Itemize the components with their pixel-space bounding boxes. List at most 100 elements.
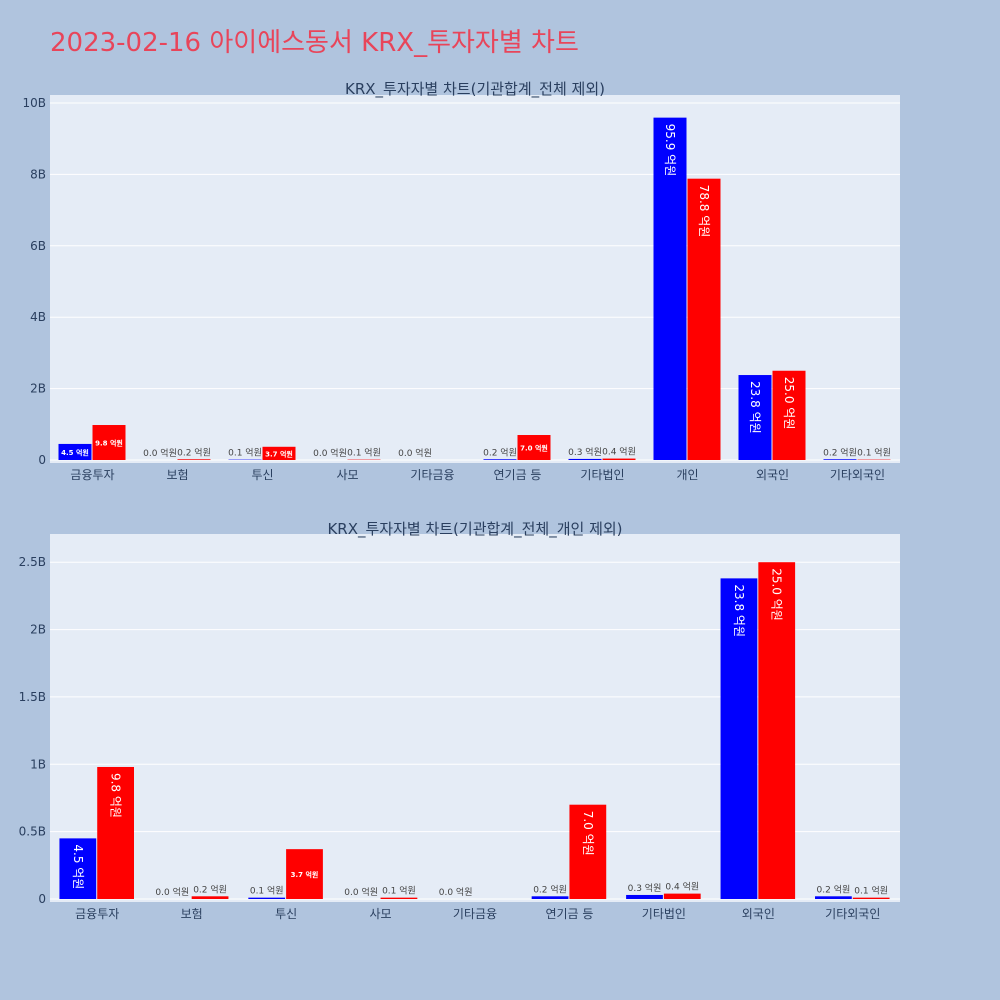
chart-svg: KRX_투자자별 차트(기관합계_전체_개인 제외) 0 0.5B 1B 1.5B 2B 2… bbox=[19, 520, 900, 921]
bar-data-label: 0.1 억원 bbox=[382, 885, 416, 897]
bar-data-label: 0.0 억원 bbox=[439, 886, 473, 898]
chart-svg: KRX_투자자별 차트(기관합계_전체 제외) 0 2B 4B 6B 8B 10B 4.5 억… bbox=[22, 80, 900, 482]
bar bbox=[92, 425, 126, 460]
bar-data-label: 9.8 억원 bbox=[95, 439, 123, 448]
x-tick-label: 사모 bbox=[370, 907, 392, 921]
bar bbox=[602, 458, 636, 460]
x-tick-label: 기타법인 bbox=[580, 468, 624, 482]
y-tick-label: 2.5B bbox=[19, 555, 46, 569]
bar bbox=[823, 459, 857, 460]
bar bbox=[58, 443, 92, 460]
bar-data-label: 95.9 억원 bbox=[663, 124, 677, 177]
bar bbox=[286, 849, 323, 899]
bar-data-label: 0.4 억원 bbox=[602, 446, 636, 458]
bar-data-label: 7.0 억원 bbox=[581, 811, 595, 856]
bar-data-label: 0.2 억원 bbox=[533, 883, 567, 895]
bar bbox=[569, 804, 607, 899]
x-tick-label: 투신 bbox=[275, 907, 297, 921]
y-tick-label: 4B bbox=[30, 310, 46, 324]
bar-data-label: 0.0 억원 bbox=[344, 886, 378, 898]
y-tick-label: 10B bbox=[22, 96, 46, 110]
bar-data-label: 7.0 억원 bbox=[520, 444, 548, 453]
bar-data-label: 4.5 억원 bbox=[71, 844, 85, 889]
bar-data-label: 25.0 억원 bbox=[770, 568, 784, 621]
x-tick-label: 투신 bbox=[251, 468, 273, 482]
bar bbox=[772, 370, 806, 460]
bar bbox=[380, 897, 418, 899]
bar-data-label: 0.2 억원 bbox=[817, 883, 851, 895]
bar-data-label: 78.8 억원 bbox=[697, 185, 711, 238]
chart-institutional-excl-total: KRX_투자자별 차트(기관합계_전체 제외) 0 2B 4B 6B 8B 10B 4.5 억… bbox=[0, 70, 1000, 490]
bar bbox=[517, 435, 551, 460]
bar-data-label: 0.1 억원 bbox=[347, 447, 381, 459]
y-tick-label: 1.5B bbox=[19, 690, 46, 704]
x-tick-label: 기타금융 bbox=[410, 468, 454, 482]
bar-data-label: 9.8 억원 bbox=[109, 773, 123, 818]
x-tick-label: 외국인 bbox=[742, 907, 775, 921]
bar bbox=[59, 838, 97, 899]
bar bbox=[758, 562, 796, 899]
x-tick-label: 금융투자 bbox=[75, 907, 119, 921]
bar-data-label: 0.1 억원 bbox=[228, 447, 262, 459]
bar-data-label: 4.5 억원 bbox=[61, 448, 89, 457]
bar bbox=[262, 446, 296, 460]
x-tick-label: 기타금융 bbox=[453, 907, 497, 921]
y-tick-label: 2B bbox=[30, 382, 46, 396]
x-tick-label: 연기금 등 bbox=[545, 907, 593, 921]
bar-data-label: 0.3 억원 bbox=[628, 882, 662, 894]
bar-data-label: 0.1 억원 bbox=[250, 885, 284, 897]
bar-data-label: 0.2 억원 bbox=[483, 446, 517, 458]
x-tick-label: 기타법인 bbox=[642, 907, 686, 921]
bar bbox=[687, 178, 721, 460]
bar-data-label: 3.7 억원 bbox=[291, 870, 319, 879]
bar-data-label: 3.7 억원 bbox=[265, 449, 293, 458]
y-tick-label: 0 bbox=[38, 892, 46, 906]
x-tick-label: 기타외국인 bbox=[830, 468, 885, 482]
x-tick-label: 기타외국인 bbox=[825, 907, 880, 921]
bar-data-label: 0.2 억원 bbox=[823, 446, 857, 458]
x-tick-label: 사모 bbox=[336, 468, 358, 482]
bar bbox=[191, 896, 229, 899]
bar bbox=[97, 766, 134, 899]
bar-data-label: 0.3 억원 bbox=[568, 446, 602, 458]
chart-title: KRX_투자자별 차트(기관합계_전체_개인 제외) bbox=[327, 520, 622, 539]
bar bbox=[815, 896, 852, 899]
bar bbox=[177, 459, 211, 460]
y-tick-label: 8B bbox=[30, 167, 46, 181]
bar bbox=[653, 117, 687, 461]
bar bbox=[738, 375, 772, 460]
bar-data-label: 0.0 억원 bbox=[143, 447, 177, 459]
y-tick-label: 1B bbox=[30, 757, 46, 771]
bar bbox=[720, 578, 758, 899]
bar-data-label: 0.1 억원 bbox=[854, 885, 888, 897]
chart-title: KRX_투자자별 차트(기관합계_전체 제외) bbox=[345, 80, 605, 99]
bar-data-label: 0.2 억원 bbox=[177, 446, 211, 458]
bar bbox=[483, 459, 517, 460]
bar bbox=[663, 893, 701, 899]
bar-data-label: 0.0 억원 bbox=[155, 886, 189, 898]
bar-data-label: 0.0 억원 bbox=[313, 447, 347, 459]
x-tick-label: 보험 bbox=[181, 907, 203, 921]
x-tick-label: 보험 bbox=[166, 468, 188, 482]
y-tick-label: 0 bbox=[38, 453, 46, 467]
chart-institutional-excl-total-individual: KRX_투자자별 차트(기관합계_전체_개인 제외) 0 0.5B 1B 1.5B 2B 2… bbox=[0, 512, 1000, 932]
bar-data-label: 23.8 억원 bbox=[732, 584, 746, 637]
bar bbox=[568, 458, 602, 460]
bar bbox=[852, 897, 890, 899]
bar bbox=[626, 894, 663, 899]
bar-data-label: 23.8 억원 bbox=[748, 381, 762, 434]
bar bbox=[248, 897, 286, 899]
y-tick-label: 2B bbox=[30, 623, 46, 637]
bar-data-label: 25.0 억원 bbox=[782, 377, 796, 430]
bar-data-label: 0.2 억원 bbox=[193, 883, 227, 895]
x-tick-label: 개인 bbox=[676, 468, 698, 482]
bar-data-label: 0.4 억원 bbox=[665, 881, 699, 893]
x-tick-label: 외국인 bbox=[756, 468, 789, 482]
bar-data-label: 0.0 억원 bbox=[398, 447, 432, 459]
bar-data-label: 0.1 억원 bbox=[857, 447, 891, 459]
x-tick-label: 금융투자 bbox=[70, 468, 114, 482]
y-tick-label: 6B bbox=[30, 239, 46, 253]
page-title: 2023-02-16 아이에스동서 KRX_투자자별 차트 bbox=[50, 28, 579, 58]
y-tick-label: 0.5B bbox=[19, 825, 46, 839]
x-tick-label: 연기금 등 bbox=[494, 468, 542, 482]
